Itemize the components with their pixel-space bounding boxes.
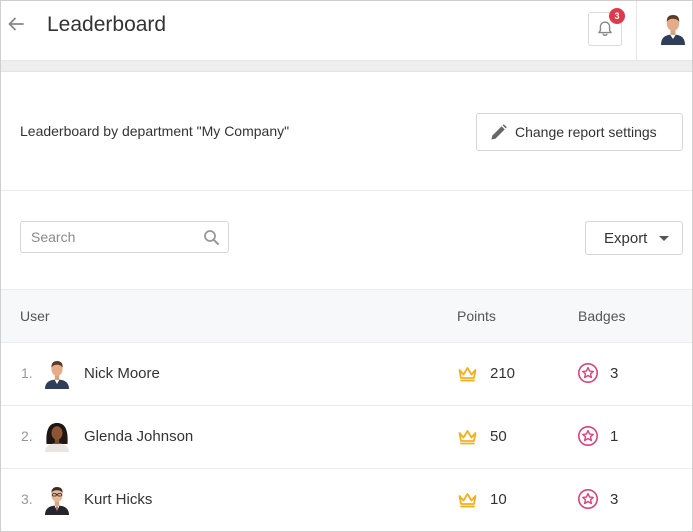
user-avatar[interactable] bbox=[42, 357, 72, 389]
change-report-settings-button[interactable]: Change report settings bbox=[476, 113, 683, 151]
user-name[interactable]: Nick Moore bbox=[84, 365, 160, 382]
header-separator-band bbox=[1, 61, 692, 72]
top-header: Leaderboard 3 bbox=[1, 1, 692, 61]
star-badge-icon bbox=[578, 426, 598, 446]
bell-icon bbox=[598, 21, 612, 36]
table-row[interactable]: 1. Nick Moore 210 3 bbox=[1, 343, 692, 406]
page-title: Leaderboard bbox=[47, 13, 167, 36]
search-input[interactable] bbox=[21, 222, 196, 252]
column-header-points[interactable]: Points bbox=[457, 308, 496, 324]
change-report-settings-label: Change report settings bbox=[515, 124, 657, 140]
crown-icon bbox=[458, 493, 477, 508]
table-row[interactable]: 3. Kurt Hicks 10 3 bbox=[1, 469, 692, 531]
star-badge-icon bbox=[578, 489, 598, 509]
pencil-icon bbox=[491, 123, 507, 139]
crown-icon bbox=[458, 430, 477, 445]
user-avatar[interactable] bbox=[656, 11, 690, 45]
badges-value: 3 bbox=[610, 491, 619, 508]
back-button[interactable] bbox=[5, 13, 27, 35]
search-field[interactable] bbox=[20, 221, 229, 253]
badges-value: 1 bbox=[610, 428, 619, 445]
user-avatar[interactable] bbox=[42, 420, 72, 452]
section-divider bbox=[1, 190, 692, 191]
arrow-left-icon bbox=[8, 17, 24, 31]
user-name[interactable]: Glenda Johnson bbox=[84, 428, 194, 445]
points-value: 10 bbox=[490, 491, 507, 508]
table-header: User Points Badges bbox=[1, 289, 692, 343]
user-avatar[interactable] bbox=[42, 483, 72, 515]
user-name[interactable]: Kurt Hicks bbox=[84, 491, 153, 508]
points-value: 210 bbox=[490, 365, 516, 382]
export-label: Export bbox=[604, 229, 648, 247]
crown-icon bbox=[458, 367, 477, 382]
search-icon[interactable] bbox=[203, 229, 220, 246]
report-description: Leaderboard by department "My Company" bbox=[20, 123, 290, 139]
header-divider bbox=[636, 1, 637, 61]
column-header-badges[interactable]: Badges bbox=[578, 308, 626, 324]
star-badge-icon bbox=[578, 363, 598, 383]
column-header-user[interactable]: User bbox=[20, 308, 50, 324]
caret-down-icon bbox=[659, 235, 670, 241]
notification-count-badge: 3 bbox=[609, 8, 625, 24]
table-row[interactable]: 2. Glenda Johnson 50 1 bbox=[1, 406, 692, 469]
rank-number: 1. bbox=[21, 365, 33, 381]
badges-value: 3 bbox=[610, 365, 619, 382]
points-value: 50 bbox=[490, 428, 507, 445]
rank-number: 2. bbox=[21, 428, 33, 444]
rank-number: 3. bbox=[21, 491, 33, 507]
export-dropdown-button[interactable]: Export bbox=[585, 221, 683, 255]
